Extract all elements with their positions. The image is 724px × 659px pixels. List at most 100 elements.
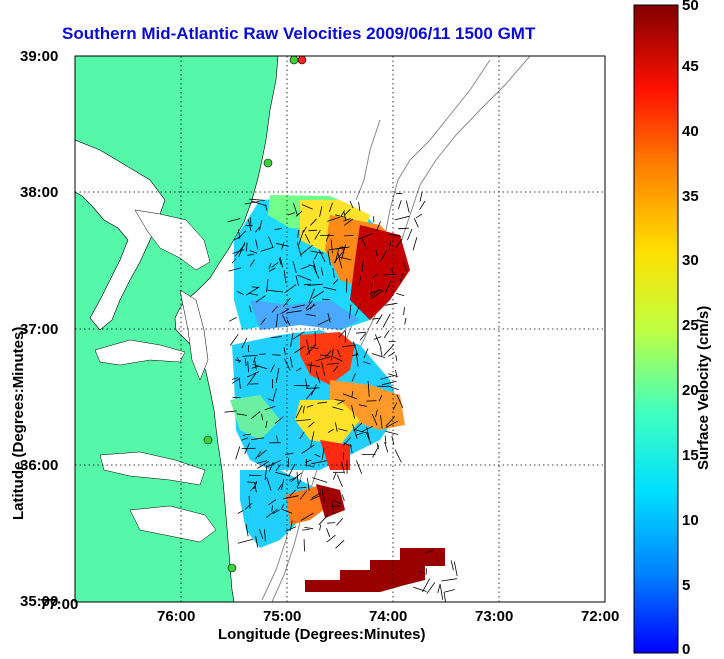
velocity-vector: [334, 500, 342, 505]
velocity-vector: [404, 317, 407, 325]
velocity-vector: [309, 362, 312, 373]
velocity-vector: [245, 358, 247, 366]
velocity-vector: [318, 249, 326, 263]
velocity-vector: [380, 375, 392, 380]
velocity-vector: [249, 198, 266, 201]
velocity-vector: [384, 435, 387, 444]
velocity-vector: [339, 246, 347, 248]
velocity-vector: [318, 514, 329, 526]
velocity-vector: [282, 297, 291, 307]
velocity-vector: [281, 242, 285, 250]
velocity-vector: [333, 251, 344, 264]
velocity-vector: [280, 479, 285, 491]
velocity-vector: [355, 460, 363, 474]
velocity-vector: [280, 308, 290, 315]
velocity-vector: [308, 229, 317, 232]
velocity-vector: [293, 203, 299, 217]
velocity-vector: [228, 267, 242, 272]
velocity-vector: [299, 431, 305, 440]
velocity-vector: [264, 529, 266, 542]
velocity-vector: [361, 425, 374, 433]
velocity-vector: [238, 242, 246, 257]
velocity-vector: [307, 464, 315, 468]
velocity-vector: [326, 362, 340, 365]
velocity-vector: [304, 527, 314, 530]
velocity-vector: [385, 280, 392, 293]
velocity-vector: [296, 471, 299, 484]
velocity-vector: [355, 331, 367, 334]
velocity-vector: [268, 236, 274, 248]
colorbar-tick: 35: [682, 188, 699, 205]
velocity-vector: [437, 583, 441, 594]
velocity-vector: [332, 268, 335, 278]
velocity-vector: [392, 402, 398, 410]
colorbar-tick: 45: [682, 58, 699, 75]
velocity-vector: [275, 367, 280, 383]
velocity-vector: [394, 215, 410, 221]
velocity-vector: [252, 363, 268, 370]
velocity-vector: [332, 472, 337, 480]
colorbar-tick: 5: [682, 577, 691, 594]
velocity-vector: [254, 482, 257, 493]
velocity-vector: [396, 394, 404, 409]
velocity-vector: [374, 334, 382, 349]
velocity-vector: [384, 302, 398, 306]
x-tick: 72:00: [581, 608, 620, 625]
velocity-vector: [310, 431, 315, 448]
velocity-vector: [418, 570, 425, 574]
velocity-vector: [312, 477, 328, 483]
velocity-vector: [314, 331, 317, 346]
velocity-vector: [314, 454, 321, 458]
velocity-vector: [231, 258, 237, 264]
velocity-vector: [296, 241, 302, 257]
velocity-vector: [313, 252, 318, 260]
velocity-vector: [453, 561, 458, 577]
colorbar-tick: 0: [682, 641, 691, 658]
velocity-vector: [366, 432, 372, 445]
velocity-vector: [275, 464, 281, 471]
velocity-vector: [338, 256, 352, 261]
velocity-vector: [247, 361, 249, 373]
velocity-vector: [343, 218, 354, 226]
velocity-vector: [337, 400, 345, 405]
velocity-vector: [244, 502, 253, 510]
velocity-vector: [295, 367, 302, 372]
velocity-vector: [245, 242, 248, 252]
velocity-vector: [343, 218, 351, 222]
velocity-vector: [391, 435, 395, 445]
velocity-vector: [399, 272, 404, 282]
velocity-vector: [351, 405, 355, 419]
velocity-vector: [426, 582, 436, 594]
velocity-vector: [380, 249, 388, 263]
velocity-vector: [444, 589, 455, 593]
velocity-vector: [376, 221, 381, 231]
velocity-vector: [289, 489, 296, 497]
velocity-vector: [301, 204, 313, 210]
velocity-vector: [288, 463, 296, 476]
velocity-vector: [295, 210, 303, 217]
velocity-vector: [303, 226, 307, 233]
velocity-vector: [264, 204, 268, 211]
velocity-vector: [264, 464, 268, 480]
velocity-vector: [268, 499, 277, 506]
velocity-vector: [373, 336, 382, 340]
velocity-vector: [278, 257, 282, 266]
velocity-vector: [237, 230, 247, 240]
velocity-vector: [415, 213, 423, 219]
velocity-vector: [306, 404, 314, 408]
velocity-vector: [261, 413, 264, 421]
colorbar-tick: 15: [682, 447, 699, 464]
velocity-vector: [247, 254, 255, 256]
velocity-vector: [271, 354, 281, 356]
velocity-vector: [327, 216, 340, 222]
velocity-vector: [290, 332, 294, 348]
station-marker: [289, 56, 299, 65]
velocity-vector: [300, 512, 314, 521]
velocity-vector: [341, 494, 345, 502]
velocity-vector: [299, 490, 308, 500]
velocity-vector: [245, 524, 249, 537]
velocity-vector: [255, 239, 259, 250]
velocity-vector: [264, 405, 276, 411]
y-axis-label: Latitude (Degrees:Minutes): [10, 326, 27, 520]
velocity-vector: [412, 586, 427, 592]
